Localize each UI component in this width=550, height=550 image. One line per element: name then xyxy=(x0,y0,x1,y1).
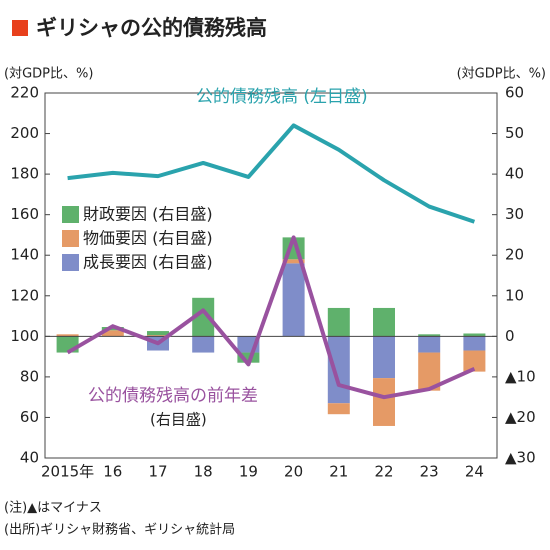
legend-label: 成長要因 (右目盛) xyxy=(83,253,213,272)
bar-segment xyxy=(147,335,169,337)
right-unit: (対GDP比、%) xyxy=(457,67,546,82)
bar-segment xyxy=(418,352,441,391)
y-tick-label: 220 xyxy=(10,84,39,102)
y2-tick-label: 10 xyxy=(505,286,524,304)
bar-segment xyxy=(327,403,350,415)
x-tick-label: 16 xyxy=(103,463,122,481)
bar-segment xyxy=(282,259,305,264)
legend-swatch xyxy=(62,230,79,247)
x-tick-label: 19 xyxy=(239,463,258,481)
left-unit: (対GDP比、%) xyxy=(4,67,93,82)
y-tick-label: 40 xyxy=(20,449,39,467)
bar-segment xyxy=(418,334,441,337)
axis-note: (右目盛) xyxy=(150,411,207,429)
bar-segment xyxy=(192,297,215,337)
bar-segment xyxy=(463,333,486,337)
bar-segment xyxy=(192,336,215,353)
note: (注)▲はマイナス xyxy=(4,501,102,516)
y-tick-label: 200 xyxy=(10,124,39,142)
y2-tick-label: ▲20 xyxy=(505,408,536,426)
y2-tick-label: 20 xyxy=(505,246,524,264)
label-bg xyxy=(148,410,226,430)
line-label: 公的債務残高の前年差 xyxy=(88,386,258,406)
bar-segment xyxy=(463,336,486,351)
y-tick-label: 140 xyxy=(10,246,39,264)
source: (出所)ギリシャ財務省、ギリシャ統計局 xyxy=(4,522,235,538)
bar-segment xyxy=(463,350,486,372)
legend-swatch xyxy=(62,254,79,271)
bar-segment xyxy=(237,352,260,363)
x-tick-label: 20 xyxy=(284,463,303,481)
bar-segment xyxy=(101,330,124,337)
line xyxy=(67,123,476,224)
x-tick-label: 17 xyxy=(148,463,167,481)
bar-segment xyxy=(327,307,350,337)
bar-segment xyxy=(101,327,124,331)
x-tick-label: 22 xyxy=(374,463,393,481)
y-tick-label: 80 xyxy=(20,367,39,385)
bar-segment xyxy=(373,307,395,337)
line-label: 公的債務残高 (左目盛) xyxy=(196,87,368,107)
y-tick-label: 160 xyxy=(10,205,39,223)
plot-frame xyxy=(44,92,498,459)
x-tick-label: 18 xyxy=(194,463,213,481)
y-tick-label: 100 xyxy=(10,327,39,345)
bar-segment xyxy=(282,263,305,337)
y2-tick-label: 40 xyxy=(505,165,524,183)
y-tick-label: 60 xyxy=(20,408,39,426)
y2-tick-label: ▲30 xyxy=(505,449,536,467)
bar-segment xyxy=(327,336,350,404)
line xyxy=(66,235,476,400)
bar-segment xyxy=(373,336,395,379)
bar-segment xyxy=(373,378,395,426)
y2-tick-label: ▲10 xyxy=(505,367,536,385)
x-tick-label: 21 xyxy=(329,463,348,481)
y2-tick-label: 30 xyxy=(505,205,524,223)
legend-label: 財政要因 (右目盛) xyxy=(83,205,213,224)
y2-tick-label: 0 xyxy=(505,327,515,345)
x-tick-label: 24 xyxy=(465,463,484,481)
title-marker xyxy=(12,20,28,36)
chart-title: ギリシャの公的債務残高 xyxy=(36,16,267,40)
bar-segment xyxy=(147,331,169,336)
x-tick-label: 2015年 xyxy=(41,463,94,481)
x-tick-label: 23 xyxy=(420,463,439,481)
legend-swatch xyxy=(62,206,79,223)
y-tick-label: 120 xyxy=(10,286,39,304)
y-tick-label: 180 xyxy=(10,165,39,183)
legend-label: 物価要因 (右目盛) xyxy=(83,229,213,248)
y2-tick-label: 60 xyxy=(505,84,524,102)
label-bg xyxy=(84,384,286,408)
y2-tick-label: 50 xyxy=(505,124,524,142)
bar-segment xyxy=(56,334,79,337)
bar-segment xyxy=(418,336,441,353)
